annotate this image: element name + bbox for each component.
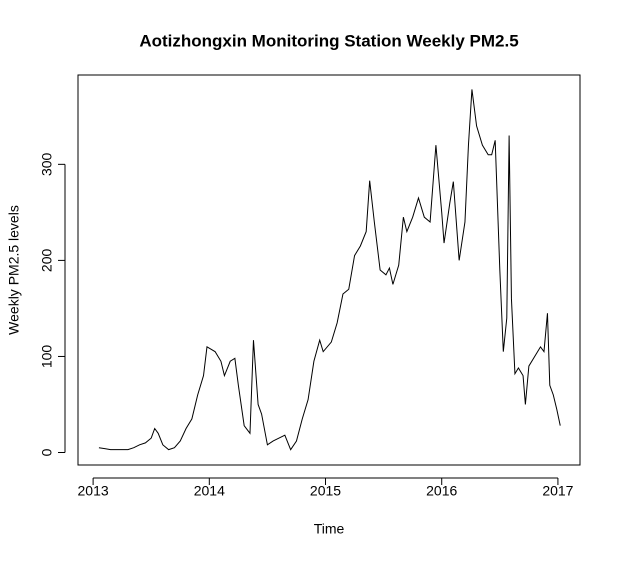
y-tick-label: 0 bbox=[39, 448, 55, 456]
y-tick-label: 300 bbox=[39, 152, 55, 176]
plot-box bbox=[77, 74, 581, 466]
y-tick-label: 200 bbox=[39, 249, 55, 273]
x-tick-label: 2017 bbox=[542, 483, 573, 499]
y-axis-label: Weekly PM2.5 levels bbox=[6, 205, 22, 335]
data-line bbox=[98, 89, 561, 451]
x-tick-label: 2013 bbox=[78, 483, 109, 499]
x-axis-label: Time bbox=[314, 521, 345, 537]
chart-title: Aotizhongxin Monitoring Station Weekly P… bbox=[139, 31, 518, 50]
x-tick-label: 2014 bbox=[194, 483, 225, 499]
x-tick-label: 2015 bbox=[310, 483, 341, 499]
x-tick-label: 2016 bbox=[426, 483, 457, 499]
y-tick-label: 100 bbox=[39, 345, 55, 369]
